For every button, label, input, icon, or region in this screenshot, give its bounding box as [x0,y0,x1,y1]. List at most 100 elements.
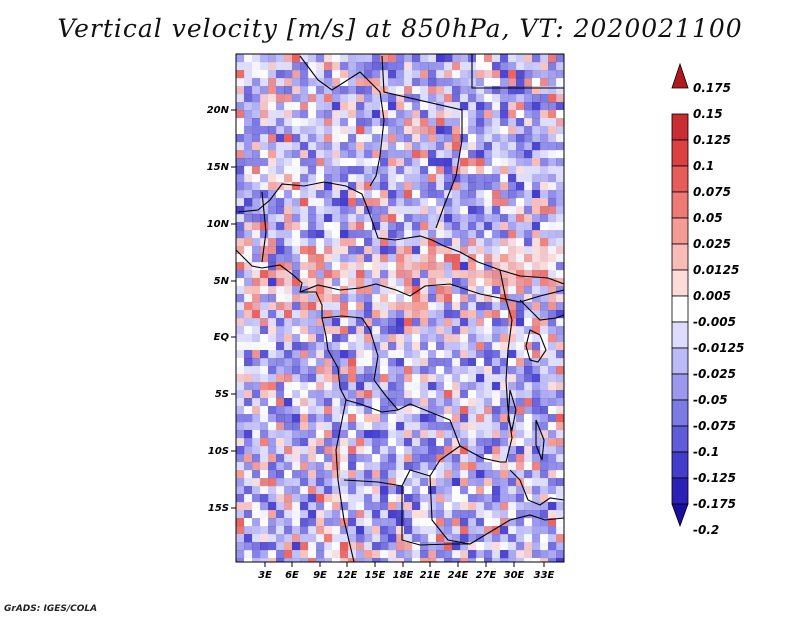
field-cell [540,374,549,383]
field-cell [476,142,485,151]
field-cell [500,446,509,455]
field-cell [308,246,317,255]
field-cell [292,534,301,543]
field-cell [276,102,285,111]
border-car-drc [299,283,564,303]
field-cell [516,294,525,303]
field-cell [492,422,501,431]
field-cell [516,318,525,327]
field-cell [388,558,397,562]
field-cell [372,558,381,562]
field-cell [332,214,341,223]
field-cell [468,318,477,327]
lat-tick: EQ [214,332,236,343]
field-cell [284,558,293,562]
field-cell [428,478,437,487]
field-cell [492,326,501,335]
field-cell [284,110,293,119]
field-cell [420,94,429,103]
field-cell [428,222,437,231]
field-cell [404,302,413,311]
field-cell [404,94,413,103]
field-cell [444,486,453,495]
field-cell [476,222,485,231]
field-cell [356,550,365,559]
field-cell [340,62,349,71]
field-cell [396,526,405,535]
field-cell [500,430,509,439]
field-cell [276,110,285,119]
field-cell [316,502,325,511]
field-cell [356,350,365,359]
field-cell [556,246,564,255]
field-cell [508,446,517,455]
field-cell [396,286,405,295]
field-cell [380,94,389,103]
field-cell [540,166,549,175]
field-cell [540,54,549,63]
field-cell [356,174,365,183]
field-cell [396,334,405,343]
field-cell [444,86,453,95]
field-cell [236,414,245,423]
field-cell [332,246,341,255]
field-cell [404,494,413,503]
field-cell [276,534,285,543]
field-cell [524,94,533,103]
field-cell [244,438,253,447]
field-cell [500,166,509,175]
field-cell [340,326,349,335]
field-cell [364,238,373,247]
field-cell [372,518,381,527]
field-cell [396,70,405,79]
field-cell [532,102,541,111]
field-cell [396,206,405,215]
field-cell [244,414,253,423]
field-cell [244,534,253,543]
field-cell [500,182,509,191]
field-cell [380,254,389,263]
field-cell [364,286,373,295]
field-cell [452,494,461,503]
field-cell [380,342,389,351]
field-cell [508,518,517,527]
field-cell [484,406,493,415]
field-cell [556,398,564,407]
field-cell [276,478,285,487]
field-cell [468,542,477,551]
field-cell [420,198,429,207]
field-cell [516,78,525,87]
field-cell [492,118,501,127]
field-cell [316,486,325,495]
field-cell [484,166,493,175]
field-cell [420,190,429,199]
field-cell [540,174,549,183]
field-cell [372,334,381,343]
field-cell [524,398,533,407]
field-cell [372,222,381,231]
field-cell [556,126,564,135]
field-cell [316,318,325,327]
field-cell [484,54,493,63]
field-cell [460,534,469,543]
field-cell [404,398,413,407]
field-cell [500,422,509,431]
field-cell [236,118,245,127]
field-cell [252,214,261,223]
field-cell [300,350,309,359]
field-cell [348,430,357,439]
field-cell [300,558,309,562]
lake-malawi [535,419,545,461]
field-cell [260,278,269,287]
field-cell [540,510,549,519]
field-cell [460,262,469,271]
field-cell [508,142,517,151]
field-cell [556,102,564,111]
field-cell [396,150,405,159]
field-cell [388,390,397,399]
field-cell [348,446,357,455]
field-cell [428,406,437,415]
colorbar-label: -0.005 [693,315,736,329]
field-cell [492,134,501,143]
field-cell [524,286,533,295]
